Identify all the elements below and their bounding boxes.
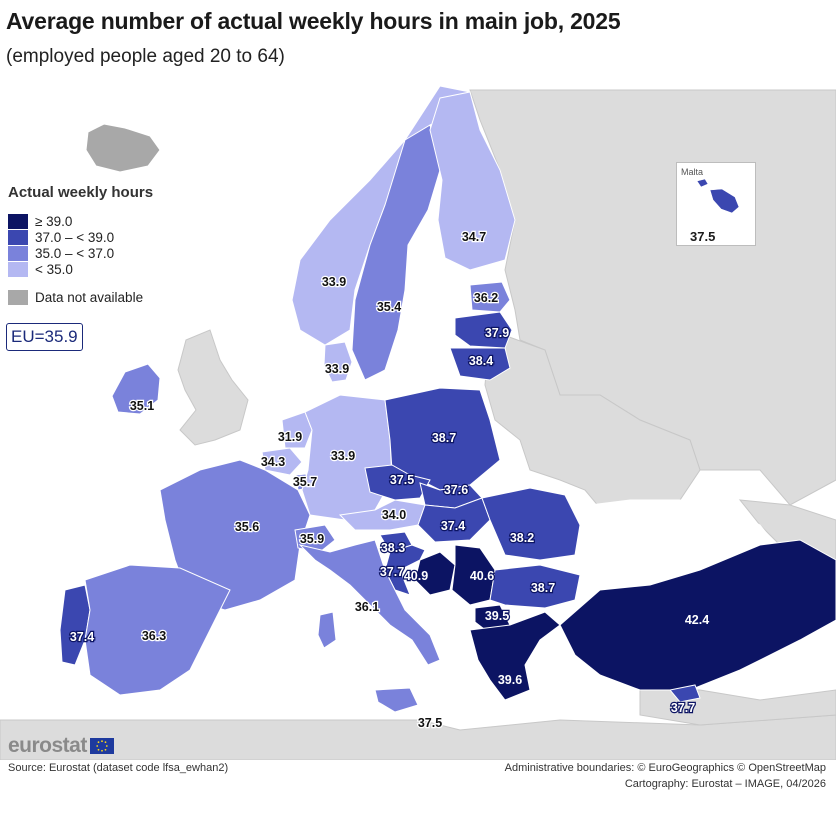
value-label-serbia: 40.6 [470,569,494,583]
value-label-portugal: 37.4 [70,630,94,644]
value-label-greece: 39.6 [498,673,522,687]
legend-swatch [8,245,28,261]
eurostat-logo: eurostat [8,734,114,758]
legend-item: 37.0 – < 39.0 [8,229,208,245]
country-shape-france [159,459,311,611]
source-note: Source: Eurostat (dataset code lfsa_ewha… [8,762,229,774]
country-shape-t-rkiye [559,539,836,691]
value-label-netherlands: 31.9 [278,430,302,444]
malta-inset-name: Malta [681,167,704,177]
eu-flag-icon [89,738,114,754]
value-label-france: 35.6 [235,520,259,534]
malta-inset: Malta 37.5 [676,162,756,246]
country-shape-sweden [351,124,441,381]
country-shape-portugal [59,584,91,666]
country-shape-lithuania [449,347,511,381]
value-label-north-macedonia: 39.5 [485,609,509,623]
legend-title: Actual weekly hours [8,184,154,201]
value-label-poland: 38.7 [432,431,456,445]
eu-average-box: EU=35.9 [6,323,83,351]
country-shape-romania [481,487,581,561]
value-label-ireland: 35.1 [130,399,154,413]
value-label-malta: 37.5 [418,716,442,730]
country-shape-italy-sardinia [317,611,337,649]
value-label-czechia: 37.5 [390,473,414,487]
legend-item: < 35.0 [8,261,208,277]
value-label-belgium: 34.3 [261,455,285,469]
value-label-slovenia: 38.3 [381,541,405,555]
country-shape-bulgaria [489,564,581,609]
legend-swatch [8,261,28,277]
country-shape-denmark [323,341,353,383]
legend-swatch-na [8,289,28,305]
value-label-cyprus: 37.7 [671,701,695,715]
malta-inset-shape [696,178,740,214]
country-shape-italy-sicily [374,687,419,713]
value-label-finland: 34.7 [462,230,486,244]
legend-label: 37.0 – < 39.0 [35,229,115,245]
value-label-switzerland: 35.9 [300,532,324,546]
value-label-latvia: 37.9 [485,326,509,340]
map-subtitle: (employed people aged 20 to 64) [6,46,285,67]
non-eu-land-shape [177,329,249,446]
value-label-denmark: 33.9 [325,362,349,376]
credit-cartography: Cartography: Eurostat – IMAGE, 04/2026 [624,778,826,790]
legend-item: ≥ 39.0 [8,213,208,229]
country-shape-bosnia-and-herzegovina [414,551,456,596]
value-label-norway: 33.9 [322,275,346,289]
country-shape-iceland [85,123,161,173]
value-label-croatia: 37.7 [380,565,404,579]
country-shape-switzerland [294,524,336,553]
country-shape-belgium [261,447,303,476]
legend-swatch [8,213,28,229]
country-shape-cyprus [669,684,701,703]
map-shapes [0,85,836,760]
value-label-romania: 38.2 [510,531,534,545]
value-label-bulgaria: 38.7 [531,581,555,595]
value-label-luxembourg: 35.7 [293,475,317,489]
country-shape-greece [469,611,561,701]
value-label-germany: 33.9 [331,449,355,463]
map-labels: 35.1 33.9 35.4 34.7 36.2 37.9 38.4 33.9 31.9 34.3… [69,229,711,732]
value-label-italy: 36.1 [355,600,379,614]
credit-boundaries: Administrative boundaries: © EuroGeograp… [504,762,826,774]
value-label-sweden: 35.4 [377,300,401,314]
value-label-hungary: 37.4 [441,519,465,533]
value-label-bosnia-and-herzegovina: 40.9 [404,569,428,583]
map-title: Average number of actual weekly hours in… [6,8,621,34]
country-shape-finland [429,91,516,271]
legend-label: ≥ 39.0 [35,213,73,229]
country-shape-netherlands [281,411,313,449]
value-label-slovakia: 37.6 [444,483,468,497]
legend-label: < 35.0 [35,261,73,277]
country-shape-spain [84,564,231,696]
value-label-lithuania: 38.4 [469,354,493,368]
legend-swatch [8,229,28,245]
legend-label-na: Data not available [35,289,144,305]
legend-item: 35.0 – < 37.0 [8,245,208,261]
country-shape-italy [298,539,441,666]
legend-item-na: Data not available [8,289,208,305]
country-shape-estonia [469,281,511,313]
country-shape-serbia [451,544,496,606]
malta-inset-value: 37.5 [690,229,716,244]
eurostat-logo-text: eurostat [8,734,87,757]
value-label-t-rkiye: 42.4 [685,613,709,627]
country-shape-ireland [111,363,161,415]
value-label-spain: 36.3 [142,629,166,643]
legend: Actual weekly hours ≥ 39.0 37.0 – < 39.0… [8,184,208,305]
value-label-estonia: 36.2 [474,291,498,305]
value-label-austria: 34.0 [382,508,406,522]
legend-label: 35.0 – < 37.0 [35,245,115,261]
